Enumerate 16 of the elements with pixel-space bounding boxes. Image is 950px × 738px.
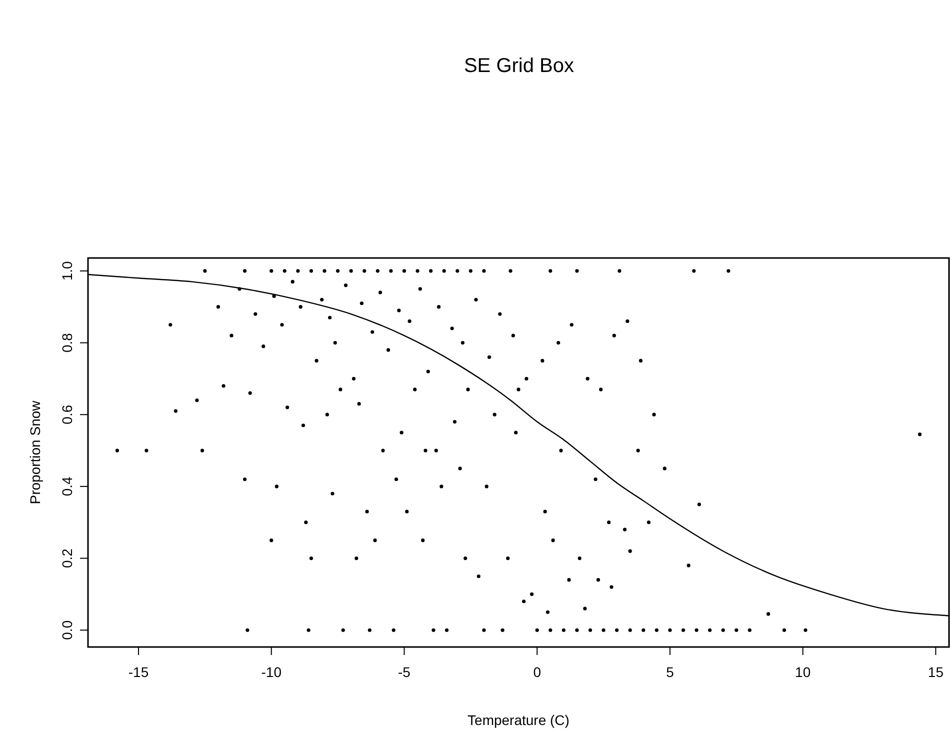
- y-axis-title: Proportion Snow: [27, 400, 43, 504]
- y-tick-label: 0.6: [59, 404, 75, 424]
- y-tick-label: 0.2: [59, 548, 75, 568]
- x-tick-label: 0: [533, 664, 542, 680]
- x-tick-label: -15: [128, 664, 149, 680]
- y-tick-label: 0.8: [59, 332, 75, 353]
- y-tick-label: 0.0: [59, 620, 75, 640]
- y-tick-label: 1.0: [59, 260, 75, 281]
- x-tick-label: -10: [261, 664, 282, 680]
- x-tick-label: -5: [398, 664, 411, 680]
- x-tick-label: 15: [928, 664, 944, 680]
- x-tick-label: 10: [795, 664, 811, 680]
- y-tick-label: 0.4: [59, 476, 75, 496]
- x-tick-label: 5: [666, 664, 674, 680]
- chart-title: SE Grid Box: [464, 55, 574, 77]
- x-axis-title: Temperature (C): [468, 712, 570, 728]
